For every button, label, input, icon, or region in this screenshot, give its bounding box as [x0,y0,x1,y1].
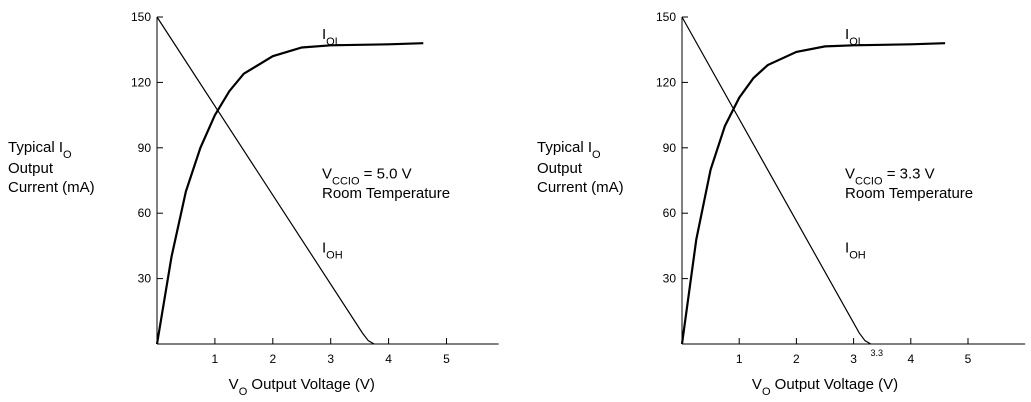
x-axis-label: VO Output Voltage (V) [229,376,375,398]
subscript: O [239,386,248,398]
y-tick-label: 120 [656,75,676,89]
subscript: OH [849,249,866,261]
y-axis-label: Typical IO [537,139,601,161]
text-part: Output Voltage (V) [771,376,899,393]
y-tick-label: 150 [131,10,151,24]
x-tick-label: 4 [907,352,914,366]
x-tick-label: 1 [212,352,219,366]
subscript: OL [849,36,864,48]
subscript: O [762,386,771,398]
text-part: I [845,26,849,43]
subscript: CCIO [855,175,883,187]
x-tick-label: 3 [850,352,857,366]
x-axis-label: VO Output Voltage (V) [752,376,898,398]
y-tick-label: 30 [663,272,677,286]
text-part: Typical I [8,139,63,156]
subscript: OL [326,36,341,48]
series-label: IOL [322,26,341,48]
y-axis-label: Output [8,160,54,177]
text-part: Output Voltage (V) [247,376,375,393]
x-tick-label: 4 [385,352,392,366]
condition-label: VCCIO = 3.3 V [845,165,935,187]
series-label: IOL [845,26,864,48]
ioh-curve [156,16,375,345]
y-tick-label: 90 [663,141,677,155]
y-axis-label: Output [537,160,583,177]
subscript: CCIO [332,175,360,187]
x-tick-label: 2 [269,352,276,366]
x-tick-label: 3 [327,352,334,366]
y-tick-label: 150 [656,10,676,24]
y-axis-label: Current (mA) [8,179,95,196]
subscript: OH [326,249,343,261]
text-part: = 3.3 V [883,165,935,182]
y-tick-label: 90 [138,141,152,155]
text-part: V [322,165,332,182]
text-part: Typical I [537,139,592,156]
text-part: = 5.0 V [360,165,412,182]
y-axis-label: Current (mA) [537,179,624,196]
text-part: V [752,376,762,393]
y-tick-label: 120 [131,75,151,89]
text-part: V [845,165,855,182]
subscript: O [63,149,72,161]
x-tick-label: 5 [965,352,972,366]
iol-curve [155,42,424,345]
y-tick-label: 60 [663,206,677,220]
condition-label: Room Temperature [845,185,973,202]
x-minor-label: 3.3 [871,348,884,358]
iol-curve [680,42,946,345]
ioh-curve [681,16,872,345]
y-tick-label: 60 [138,206,152,220]
series-label: IOH [845,239,866,261]
series-label: IOH [322,239,343,261]
subscript: O [592,149,601,161]
text-part: I [322,26,326,43]
condition-label: Room Temperature [322,185,450,202]
text-part: I [322,239,326,256]
text-part: V [229,376,239,393]
y-tick-label: 30 [138,272,152,286]
condition-label: VCCIO = 5.0 V [322,165,412,187]
x-tick-label: 2 [793,352,800,366]
text-part: I [845,239,849,256]
x-tick-label: 1 [736,352,743,366]
y-axis-label: Typical IO [8,139,72,161]
x-tick-label: 5 [443,352,450,366]
